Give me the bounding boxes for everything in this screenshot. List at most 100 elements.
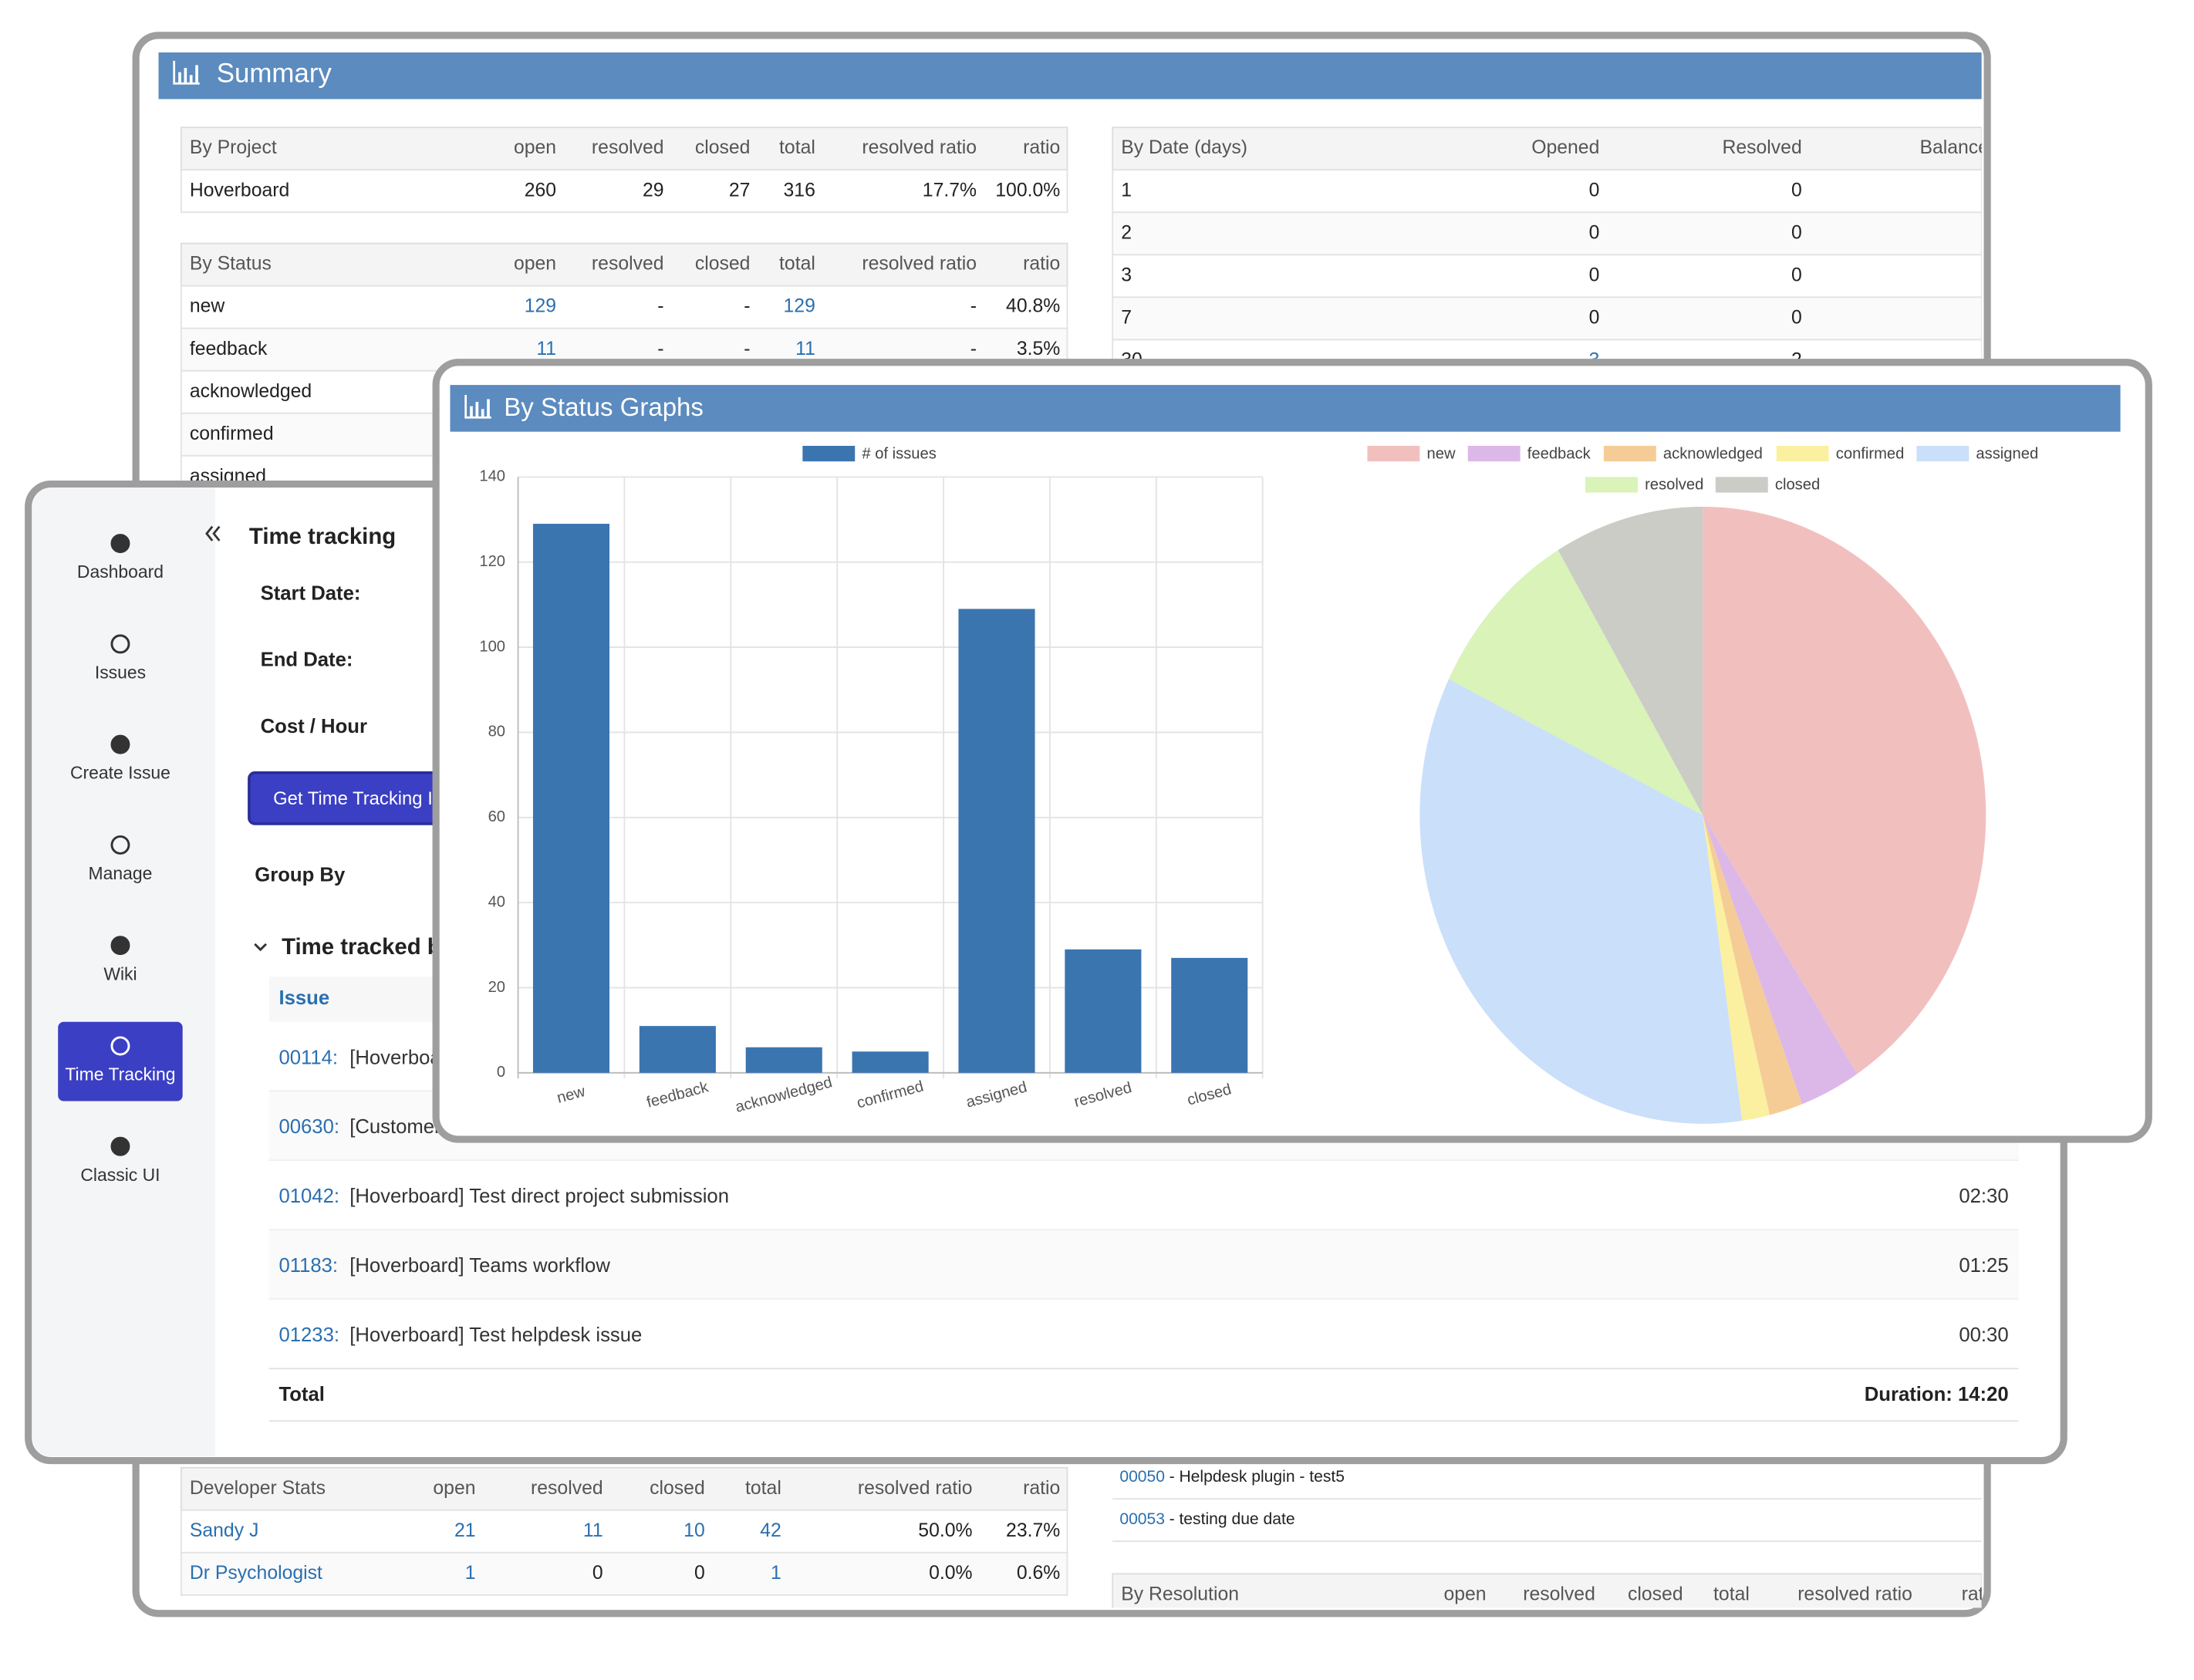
issue-link[interactable]: 00630: xyxy=(278,1116,339,1138)
table-header-bg xyxy=(180,1466,1068,1511)
table-cell[interactable]: 21 xyxy=(454,1520,476,1541)
chart-icon xyxy=(189,75,193,84)
nav-item[interactable]: Dashboard xyxy=(77,562,164,582)
column-header: Resolved xyxy=(1723,137,1802,158)
chart-icon xyxy=(464,394,491,419)
nav-item[interactable]: Create Issue xyxy=(70,763,170,783)
issue-link[interactable]: 01042: xyxy=(278,1186,339,1207)
panel-title: By Status Graphs xyxy=(504,393,704,421)
bar xyxy=(745,1047,822,1073)
legend-label: closed xyxy=(1775,477,1820,494)
graphs-header xyxy=(450,385,2121,432)
nav-item[interactable]: Classic UI xyxy=(80,1165,160,1185)
chart-icon xyxy=(195,65,198,84)
table-cell: 29 xyxy=(643,180,664,201)
form-label: Start Date: xyxy=(261,582,361,604)
column-header: Balance xyxy=(1919,137,1989,158)
legend-swatch xyxy=(1715,477,1768,493)
table-cell[interactable]: 1 xyxy=(465,1563,476,1584)
issue-link[interactable]: 00050 xyxy=(1119,1468,1165,1486)
form-label: Cost / Hour xyxy=(261,716,367,737)
legend-swatch xyxy=(802,445,856,462)
nav-item[interactable]: Time Tracking xyxy=(65,1064,175,1085)
y-tick-label: 20 xyxy=(488,979,505,996)
table-cell[interactable]: Dr Psychologist xyxy=(190,1563,322,1584)
column-header: open xyxy=(514,137,556,158)
table-cell: 40.8% xyxy=(1006,296,1060,317)
nav-item[interactable]: Wiki xyxy=(103,963,137,983)
column-header: resolved ratio xyxy=(858,1478,973,1499)
column-header[interactable]: Issue xyxy=(278,987,329,1009)
legend-label: assigned xyxy=(1976,445,2038,462)
y-tick-label: 40 xyxy=(488,893,505,910)
total-duration: Duration: 14:20 xyxy=(1865,1384,2009,1405)
nav-item[interactable]: Issues xyxy=(95,662,146,682)
table-cell[interactable]: 11 xyxy=(536,339,556,359)
expand-icon[interactable] xyxy=(254,943,267,952)
issue-title: [Hoverboard] Test direct project submiss… xyxy=(349,1186,729,1207)
issue-link[interactable]: 01233: xyxy=(278,1324,339,1346)
legend-label: feedback xyxy=(1527,445,1591,462)
table-cell[interactable]: 11 xyxy=(795,339,815,359)
column-header: ratio xyxy=(1962,1584,1999,1604)
table-row xyxy=(1112,169,1982,214)
table-cell[interactable]: 42 xyxy=(760,1520,781,1541)
column-header: resolved ratio xyxy=(1797,1584,1912,1604)
column-header: total xyxy=(745,1478,781,1499)
bar xyxy=(1065,949,1142,1073)
column-header: resolved ratio xyxy=(862,254,977,275)
column-header: ratio xyxy=(1023,137,1060,158)
table-cell: feedback xyxy=(190,339,268,359)
table-cell: 0 xyxy=(1791,307,1802,328)
pie-slice xyxy=(1703,815,1858,1105)
form-label: End Date: xyxy=(261,649,353,671)
column-header: total xyxy=(1713,1584,1750,1604)
table-cell: 1 xyxy=(1121,180,1132,201)
issue-title: [Hoverboard] Test helpdesk issue xyxy=(349,1324,642,1346)
nav-active-bg xyxy=(58,1021,183,1101)
form-label: Group By xyxy=(255,865,346,886)
table-cell: 3 xyxy=(1121,265,1132,285)
table-row xyxy=(180,169,1068,214)
column-header: resolved xyxy=(592,254,664,275)
nav-icon xyxy=(110,835,130,855)
bar xyxy=(852,1051,929,1073)
table-cell: 0 xyxy=(592,1563,603,1584)
issue-link[interactable]: 01183: xyxy=(278,1255,338,1277)
issue-link[interactable]: 00053 xyxy=(1119,1510,1165,1528)
table-row xyxy=(1112,296,1982,341)
bar xyxy=(532,524,610,1073)
y-tick-label: 0 xyxy=(497,1064,505,1081)
issue-link[interactable]: 00114: xyxy=(278,1047,338,1068)
table-cell: acknowledged xyxy=(190,381,312,402)
table-row xyxy=(180,285,1068,329)
column-header: resolved xyxy=(592,137,664,158)
table-cell[interactable]: Sandy J xyxy=(190,1520,259,1541)
table-row xyxy=(180,1509,1068,1553)
table-cell: 0 xyxy=(1791,265,1802,285)
chart-icon xyxy=(178,72,181,84)
table-cell[interactable]: 11 xyxy=(583,1520,603,1541)
table-cell: 260 xyxy=(525,180,556,201)
duration: 00:30 xyxy=(1959,1324,2008,1346)
y-tick-label: 120 xyxy=(479,553,505,570)
table-cell[interactable]: 129 xyxy=(525,296,556,317)
column-header: resolved xyxy=(531,1478,603,1499)
button-label[interactable]: Get Time Tracking Info xyxy=(273,788,458,809)
column-header: Opened xyxy=(1531,137,1599,158)
table-cell[interactable]: 1 xyxy=(771,1563,781,1584)
y-tick-label: 80 xyxy=(488,724,505,740)
collapse-icon[interactable] xyxy=(205,525,221,541)
y-tick-label: 60 xyxy=(488,808,505,825)
legend-label: new xyxy=(1427,445,1456,462)
duration: 02:30 xyxy=(1959,1186,2008,1207)
table-cell: 0 xyxy=(1589,180,1600,201)
table-cell[interactable]: 129 xyxy=(784,296,815,317)
nav-item[interactable]: Manage xyxy=(89,863,153,883)
column-header: resolved ratio xyxy=(862,137,977,158)
chart-icon xyxy=(475,402,479,418)
pie-slice xyxy=(1703,506,1986,1074)
table-cell: - xyxy=(970,339,977,359)
table-cell[interactable]: 10 xyxy=(684,1520,705,1541)
